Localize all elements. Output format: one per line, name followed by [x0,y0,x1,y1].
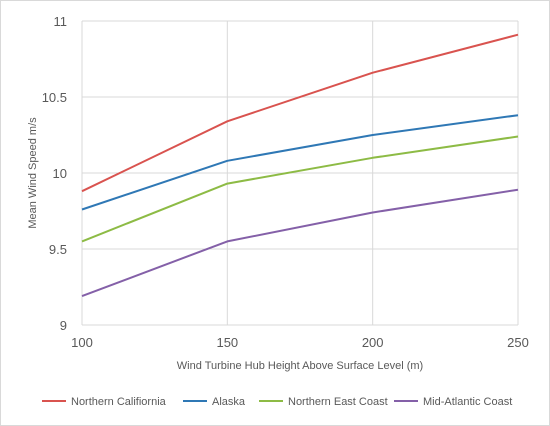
legend-label: Alaska [212,396,246,408]
x-tick-label: 150 [216,335,238,350]
series-line-alaska [81,114,519,211]
x-tick-label: 100 [71,335,93,350]
x-tick-labels: 100 150 200 250 [71,335,529,350]
legend-item-northern-califiornia: Northern Califiornia [42,396,167,408]
series-lines [81,33,519,298]
x-tick-label: 200 [362,335,384,350]
y-tick-label: 10.5 [42,90,67,105]
legend-label: Northern Califiornia [71,396,167,408]
legend-item-mid-atlantic-coast: Mid-Atlantic Coast [394,396,512,408]
y-tick-label: 9.5 [49,242,67,257]
x-tick-label: 250 [507,335,529,350]
legend-label: Mid-Atlantic Coast [423,396,512,408]
y-tick-label: 10 [53,166,67,181]
legend-item-northern-east-coast: Northern East Coast [259,396,388,408]
y-tick-label: 11 [54,14,68,29]
x-axis-title: Wind Turbine Hub Height Above Surface Le… [177,360,423,372]
legend-label: Northern East Coast [288,396,388,408]
legend: Northern Califiornia Alaska Northern East … [42,396,512,408]
y-axis-title: Mean Wind Speed m/s [27,117,39,229]
y-tick-label: 9 [60,318,67,333]
series-line-mid-atlantic-coast [81,188,519,298]
gridlines [81,20,519,326]
y-tick-labels: 9 9.5 10 10.5 11 [42,14,67,333]
series-line-northern-califiornia [81,33,519,193]
series-line-northern-east-coast [81,135,519,243]
legend-item-alaska: Alaska [183,396,246,408]
